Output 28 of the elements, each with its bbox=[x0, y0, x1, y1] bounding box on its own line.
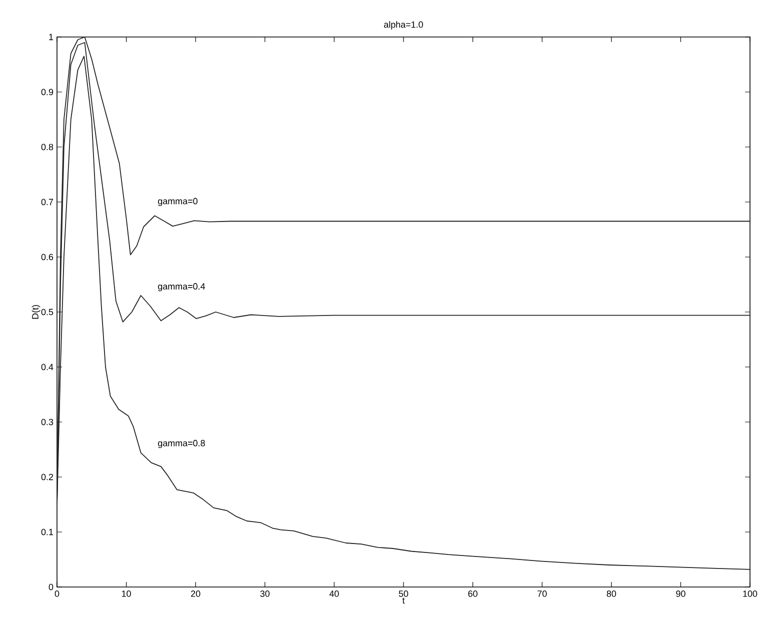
chart-title: alpha=1.0 bbox=[384, 21, 423, 30]
y-tick-label: 0.3 bbox=[41, 418, 54, 426]
x-tick-label: 80 bbox=[606, 590, 616, 597]
y-tick-label: 0.2 bbox=[41, 474, 54, 480]
x-tick-label: 30 bbox=[260, 590, 270, 597]
x-tick-label: 60 bbox=[468, 590, 478, 597]
y-tick-label: 0.9 bbox=[41, 88, 54, 96]
x-tick-label: 70 bbox=[538, 590, 547, 597]
y-tick-label: 0.8 bbox=[41, 144, 54, 150]
y-tick-label: 0.1 bbox=[41, 528, 54, 536]
y-tick-label: 1 bbox=[49, 34, 54, 40]
annotation: gamma=0 bbox=[158, 198, 198, 206]
x-tick-label: 90 bbox=[676, 590, 686, 597]
x-tick-label: 0 bbox=[54, 590, 60, 597]
y-tick-label: 0.6 bbox=[41, 254, 54, 260]
x-tick-label: 100 bbox=[743, 590, 758, 597]
y-tick-label: 0.7 bbox=[41, 198, 54, 206]
y-axis-title: D(t) bbox=[32, 305, 40, 319]
x-axis-title: t bbox=[402, 598, 405, 604]
x-tick-label: 20 bbox=[191, 590, 200, 597]
y-tick-label: 0 bbox=[48, 584, 54, 590]
y-tick-label: 0.4 bbox=[41, 364, 54, 370]
y-tick-label: 0.5 bbox=[41, 308, 54, 316]
annotation: gamma=0.4 bbox=[158, 283, 206, 292]
x-tick-label: 10 bbox=[122, 590, 131, 597]
x-tick-label: 40 bbox=[329, 590, 339, 597]
annotation: gamma=0.8 bbox=[158, 440, 205, 448]
x-tick-label: 50 bbox=[398, 590, 408, 597]
